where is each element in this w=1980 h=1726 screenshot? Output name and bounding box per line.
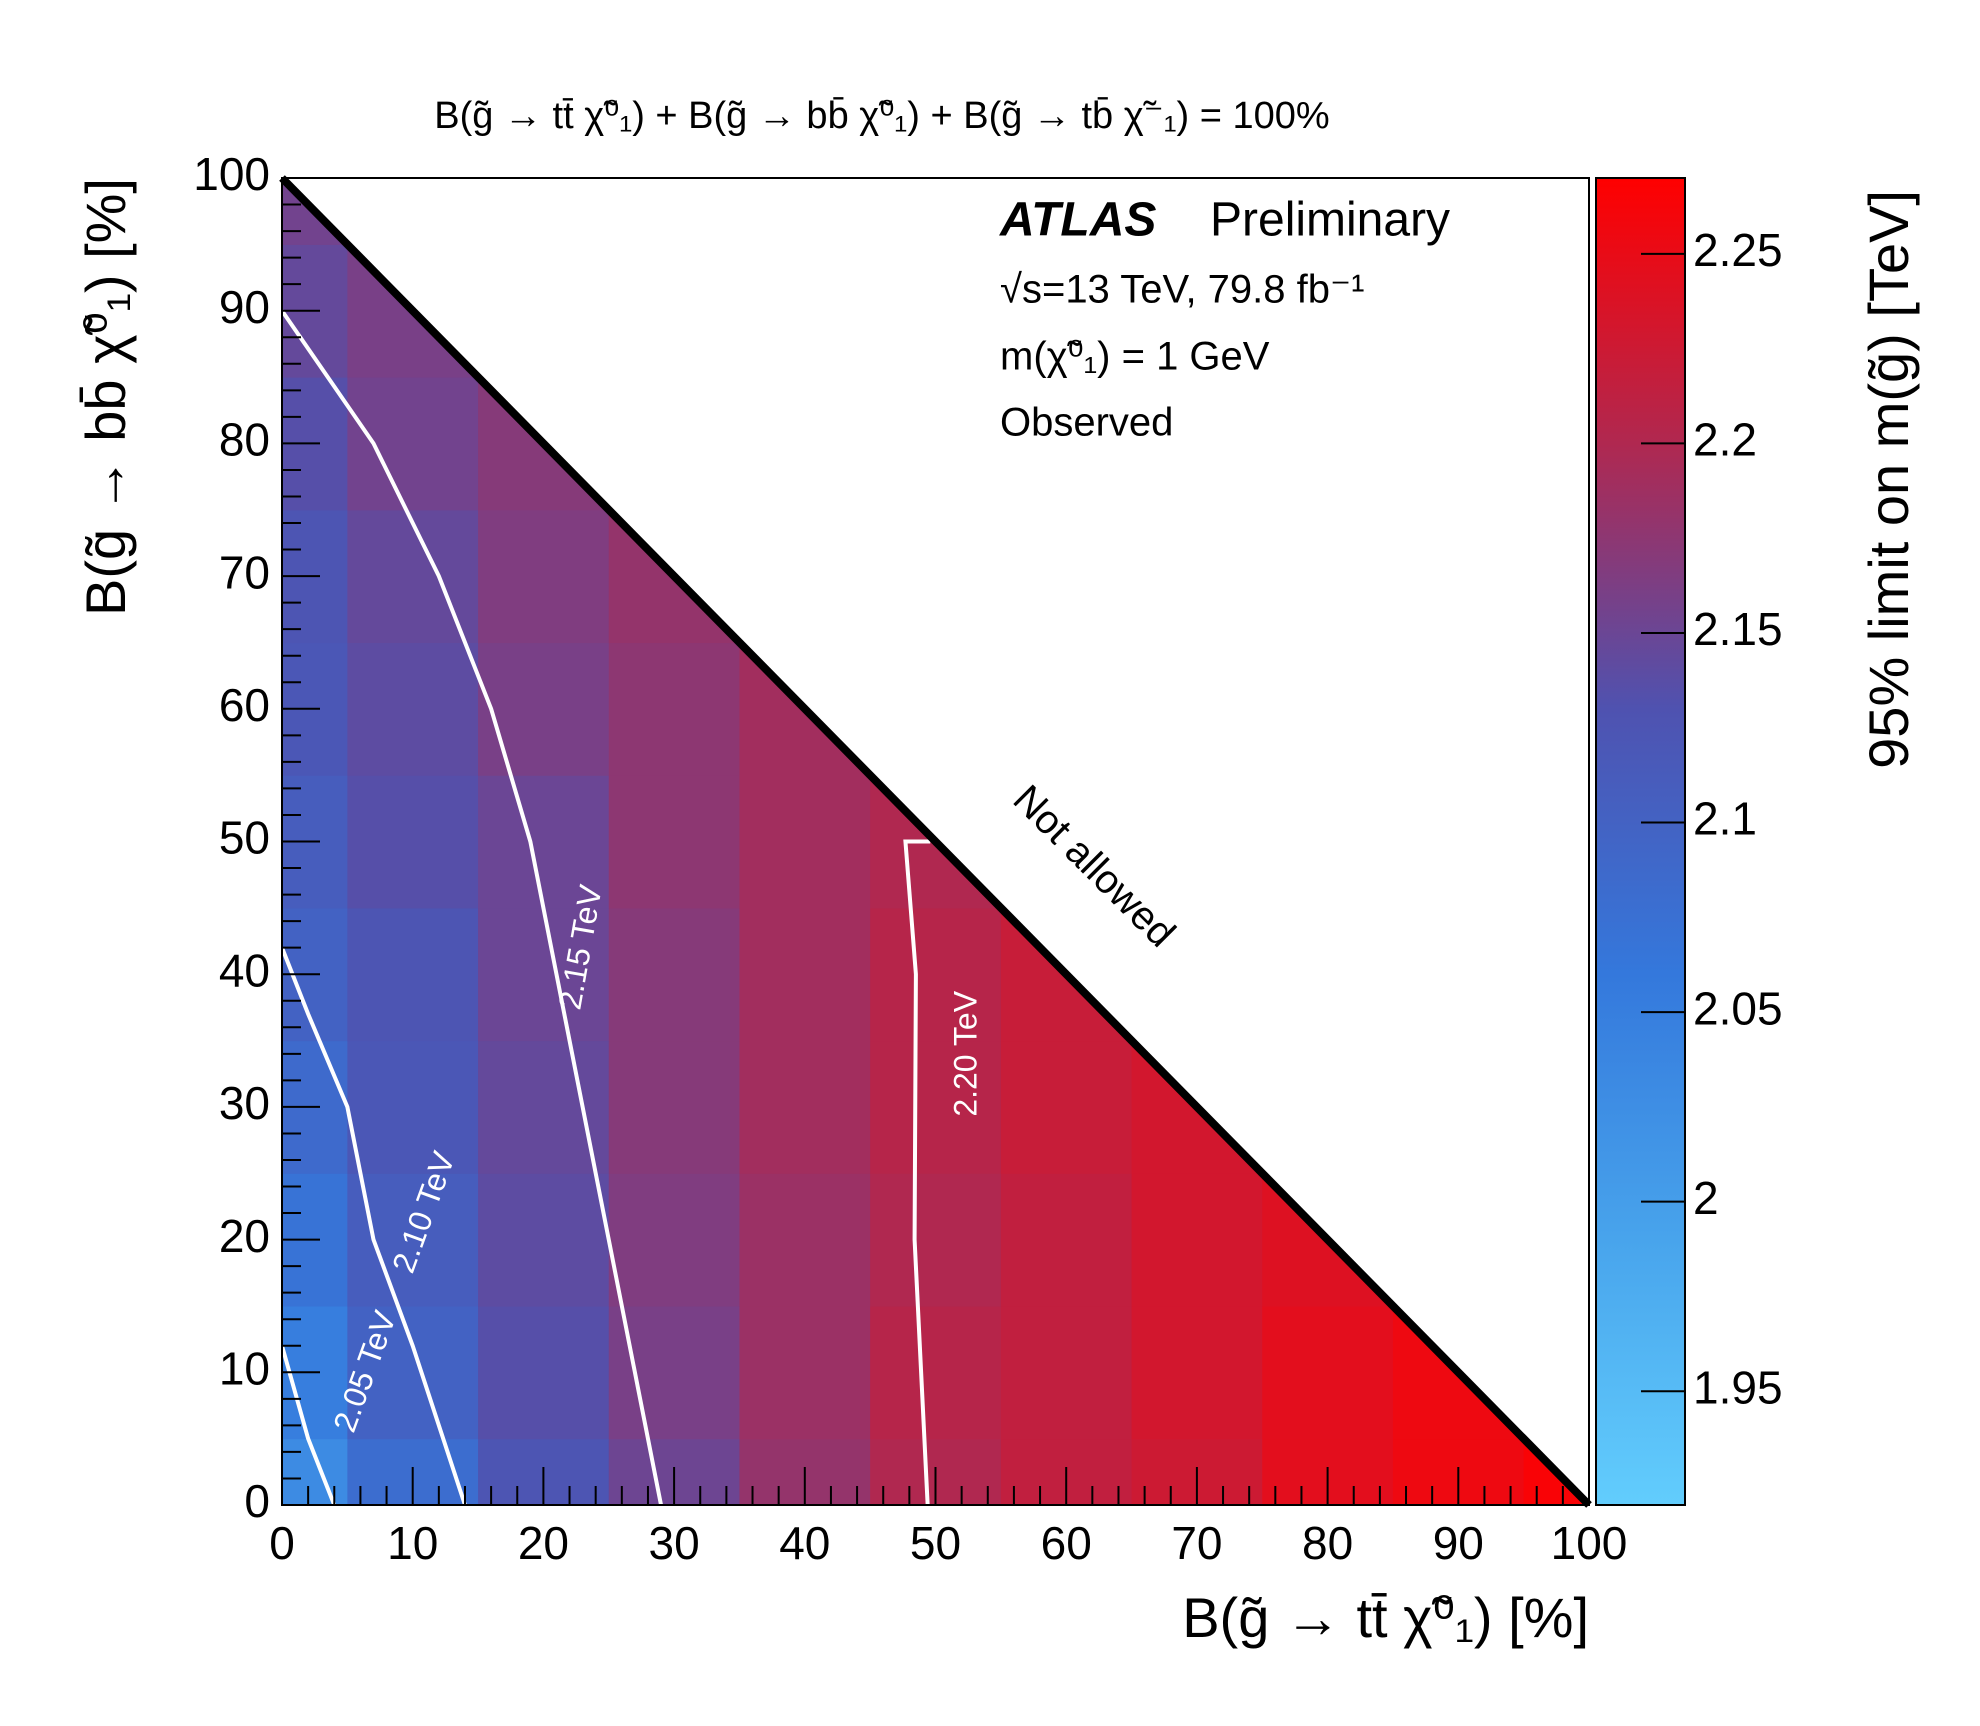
heatmap-cell bbox=[1262, 1305, 1394, 1440]
heatmap-cell bbox=[347, 1040, 479, 1174]
heatmap-cell bbox=[608, 775, 741, 909]
heatmap-cell bbox=[870, 1040, 1002, 1174]
annotation: Observed bbox=[1000, 401, 1173, 445]
y-tick-label: 50 bbox=[219, 812, 270, 864]
colorbar-tick-label: 2.05 bbox=[1693, 982, 1783, 1034]
experiment: ATLAS bbox=[999, 194, 1156, 247]
heatmap-cell bbox=[478, 642, 610, 776]
region-label: Not allowed bbox=[1005, 777, 1184, 956]
heatmap-cell bbox=[1000, 1040, 1133, 1174]
chart-title: B(g̃ → tt̄ χ̃⁰₁) + B(g̃ → bb̄ χ̃⁰₁) + B(… bbox=[434, 95, 1329, 137]
heatmap-cell bbox=[608, 907, 741, 1042]
heatmap-cell bbox=[1131, 1305, 1263, 1440]
heatmap-cell bbox=[347, 1305, 479, 1440]
heatmap-cell bbox=[347, 642, 479, 776]
x-tick-label: 60 bbox=[1041, 1517, 1092, 1569]
x-tick-label: 100 bbox=[1551, 1517, 1628, 1569]
heatmap-cell bbox=[870, 907, 1002, 1042]
heatmap-cell bbox=[608, 642, 741, 776]
x-tick-label: 30 bbox=[649, 1517, 700, 1569]
y-tick-label: 90 bbox=[219, 281, 270, 333]
heatmap-cell bbox=[347, 1173, 479, 1307]
heatmap-cell bbox=[1131, 1173, 1263, 1307]
x-tick-label: 50 bbox=[910, 1517, 961, 1569]
heatmap-cell bbox=[870, 1305, 1002, 1440]
y-tick-label: 80 bbox=[219, 414, 270, 466]
heatmap-cell bbox=[608, 1040, 741, 1174]
x-tick-label: 20 bbox=[518, 1517, 569, 1569]
heatmap-cell bbox=[739, 775, 871, 909]
heatmap-cell bbox=[739, 1040, 871, 1174]
y-tick-label: 10 bbox=[219, 1342, 270, 1394]
contour-line bbox=[903, 839, 931, 1506]
contour-label: 2.20 TeV bbox=[948, 990, 984, 1116]
heatmap-cell bbox=[739, 1305, 871, 1440]
heatmap-cell bbox=[739, 907, 871, 1042]
y-tick-label: 40 bbox=[219, 944, 270, 996]
heatmap-cell bbox=[739, 1173, 871, 1307]
heatmap-cell bbox=[608, 1305, 741, 1440]
heatmap-cell bbox=[478, 775, 610, 909]
y-tick-label: 0 bbox=[244, 1475, 270, 1527]
colorbar-label: 95% limit on m(g̃) [TeV] bbox=[1857, 190, 1920, 769]
heatmap-cell bbox=[478, 1173, 610, 1307]
colorbar-tick-label: 2.25 bbox=[1693, 224, 1783, 276]
annotation: m(χ̃⁰₁) = 1 GeV bbox=[1000, 335, 1270, 379]
heatmap-cell bbox=[870, 1173, 1002, 1307]
colorbar bbox=[1595, 177, 1686, 1506]
heatmap-cell bbox=[1000, 1173, 1133, 1307]
colorbar-tick-label: 2.2 bbox=[1693, 414, 1757, 466]
heatmap-cell bbox=[347, 775, 479, 909]
colorbar-tick-label: 2.15 bbox=[1693, 603, 1783, 655]
heatmap-cell bbox=[347, 377, 479, 511]
heatmap-cell bbox=[478, 907, 610, 1042]
x-tick-label: 70 bbox=[1171, 1517, 1222, 1569]
heatmap-cell bbox=[478, 509, 610, 644]
x-tick-label: 0 bbox=[269, 1517, 295, 1569]
colorbar-tick-label: 2 bbox=[1693, 1172, 1719, 1224]
annotation: √s=13 TeV, 79.8 fb⁻¹ bbox=[1000, 268, 1364, 312]
heatmap-cell bbox=[608, 1173, 741, 1307]
x-axis-label: B(g̃ → tt̄ χ̃⁰₁) [%] bbox=[1182, 1586, 1589, 1649]
heatmap-cell bbox=[347, 907, 479, 1042]
status: Preliminary bbox=[1210, 194, 1450, 247]
contour-line bbox=[280, 309, 663, 1506]
x-tick-label: 10 bbox=[387, 1517, 438, 1569]
colorbar-tick-label: 2.1 bbox=[1693, 793, 1757, 845]
heatmap-cell bbox=[282, 1438, 348, 1505]
y-tick-label: 100 bbox=[193, 148, 270, 200]
y-tick-label: 60 bbox=[219, 679, 270, 731]
y-axis-label: B(g̃ → bb̄ χ̃⁰₁) [%] bbox=[74, 178, 137, 616]
y-tick-label: 70 bbox=[219, 546, 270, 598]
y-tick-label: 20 bbox=[219, 1210, 270, 1262]
heatmap-cell bbox=[478, 1040, 610, 1174]
heatmap-cell bbox=[1000, 1305, 1133, 1440]
contour-line bbox=[280, 1345, 337, 1506]
colorbar-tick-label: 1.95 bbox=[1693, 1361, 1783, 1413]
heatmap-cell bbox=[478, 1305, 610, 1440]
contour-line bbox=[280, 946, 467, 1506]
y-tick-label: 30 bbox=[219, 1077, 270, 1129]
x-tick-label: 80 bbox=[1302, 1517, 1353, 1569]
x-tick-label: 40 bbox=[779, 1517, 830, 1569]
x-tick-label: 90 bbox=[1433, 1517, 1484, 1569]
boundary-line bbox=[279, 175, 1592, 1508]
